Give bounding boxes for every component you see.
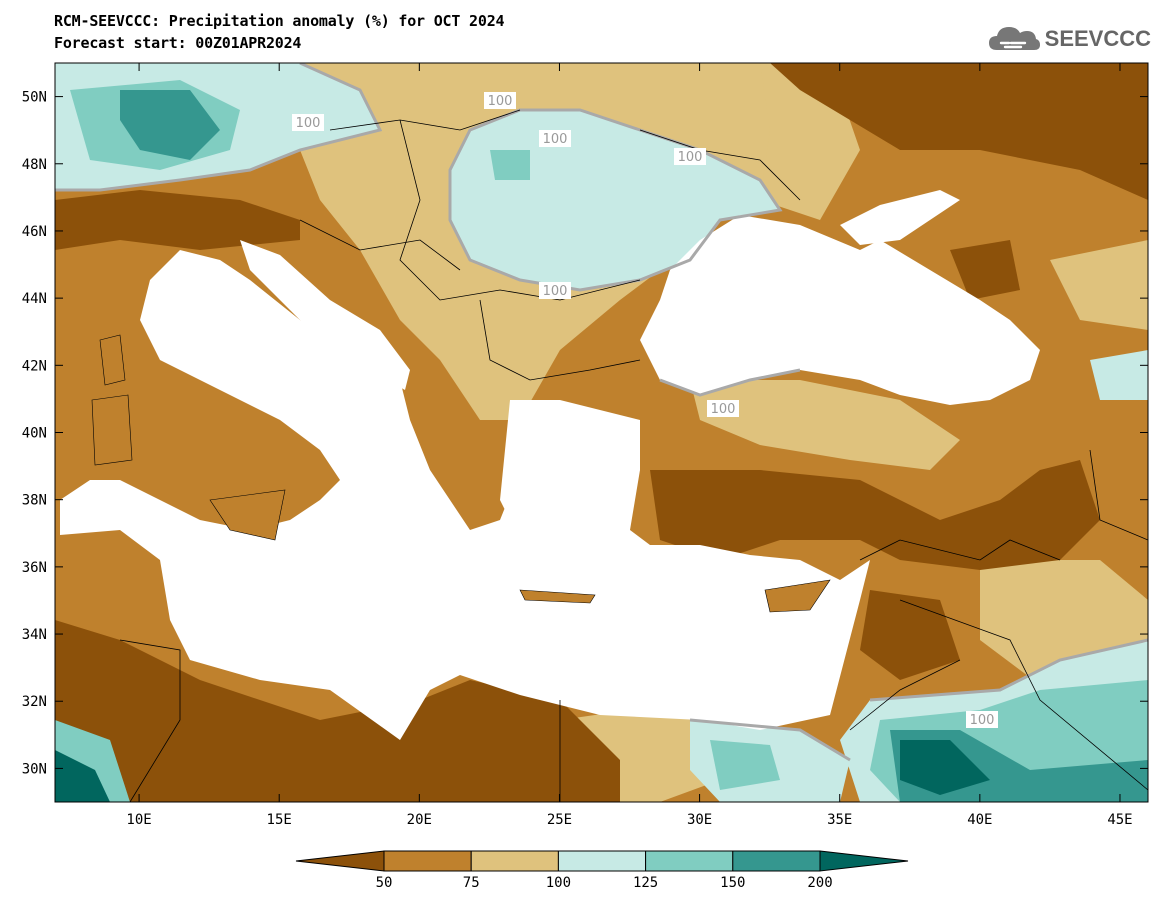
corsica-island bbox=[99, 334, 126, 386]
anomaly-region-anatolia-dry bbox=[650, 460, 1100, 570]
contour-label-bg bbox=[539, 282, 571, 299]
lon-tick-label: 45E bbox=[1107, 812, 1132, 828]
map-field bbox=[55, 63, 1148, 802]
lon-tick-label: 20E bbox=[407, 812, 432, 828]
crete-island bbox=[519, 589, 596, 604]
anomaly-region-germany-darkteal bbox=[120, 90, 220, 160]
crimea-azov bbox=[840, 190, 960, 245]
legend-swatch bbox=[557, 850, 647, 872]
lat-tick-label: 32N bbox=[22, 694, 47, 710]
legend-swatch bbox=[383, 850, 472, 872]
lon-tick-label: 35E bbox=[827, 812, 852, 828]
lon-tick-label: 40E bbox=[967, 812, 992, 828]
lat-tick-label: 34N bbox=[22, 627, 47, 643]
forecast-start-label: Forecast start: 00Z01APR2024 bbox=[54, 34, 302, 52]
contour-label: 100 bbox=[970, 713, 995, 728]
contour-label-bg bbox=[674, 148, 706, 165]
lon-tick-label: 15E bbox=[267, 812, 292, 828]
contour-label: 100 bbox=[711, 402, 736, 417]
mediterranean-sea bbox=[60, 250, 870, 740]
legend-swatch bbox=[295, 850, 385, 872]
logo-text: SEEVCCC bbox=[1044, 26, 1151, 51]
anomaly-region-caspian-wet bbox=[1090, 350, 1148, 400]
contour-label: 100 bbox=[488, 94, 513, 109]
contour-label: 100 bbox=[543, 284, 568, 299]
black-sea bbox=[640, 215, 1040, 405]
aegean-sea bbox=[500, 400, 640, 560]
anomaly-region-alps-dry bbox=[55, 190, 300, 250]
contour-lines bbox=[55, 63, 1148, 762]
cyprus-island bbox=[764, 579, 831, 613]
lat-tick-label: 40N bbox=[22, 426, 47, 442]
lon-tick-label: 10E bbox=[126, 812, 151, 828]
contour-labels: 100 100 100 100 100 100 100 bbox=[292, 92, 998, 728]
lon-tick-label: 30E bbox=[687, 812, 712, 828]
lat-tick-label: 30N bbox=[22, 761, 47, 777]
adriatic-sea bbox=[240, 240, 410, 390]
islands bbox=[91, 334, 831, 613]
contour-label-bg bbox=[484, 92, 516, 109]
contour-label: 100 bbox=[543, 132, 568, 147]
legend-tick-label: 125 bbox=[633, 875, 658, 891]
map-axes: 10E 15E 20E 25E 30E 35E 40E 45E 50N 48N 46N 44N 42N 4… bbox=[22, 63, 1148, 828]
country-borders bbox=[119, 109, 1148, 802]
lat-tick-label: 48N bbox=[22, 157, 47, 173]
lat-tick-label: 42N bbox=[22, 358, 47, 374]
lat-tick-label: 44N bbox=[22, 291, 47, 307]
contour-label-bg bbox=[707, 400, 739, 417]
cloud-logo-icon bbox=[988, 27, 1040, 50]
legend-swatch bbox=[732, 850, 821, 872]
legend-tick-label: 150 bbox=[720, 875, 745, 891]
anomaly-region-sahara-darkteal bbox=[55, 750, 110, 802]
anomaly-region-north-africa-dry bbox=[55, 620, 620, 802]
legend-tick-label: 100 bbox=[546, 875, 571, 891]
contour-label-bg bbox=[966, 711, 998, 728]
contour-label: 100 bbox=[678, 150, 703, 165]
sicily-island bbox=[209, 489, 286, 541]
legend-swatch bbox=[470, 850, 559, 872]
lat-tick-label: 46N bbox=[22, 224, 47, 240]
sardinia-island bbox=[91, 394, 133, 466]
lon-tick-label: 25E bbox=[547, 812, 572, 828]
legend-tick-label: 50 bbox=[376, 875, 393, 891]
legend-colorbar: 50 75 100 125 150 200 bbox=[295, 850, 909, 891]
anomaly-region-egypt-teal bbox=[710, 740, 780, 790]
anomaly-region-caucasus-dry bbox=[950, 240, 1020, 300]
contour-label: 100 bbox=[296, 116, 321, 131]
anomaly-region-russia-dry bbox=[770, 63, 1148, 200]
legend-tick-label: 75 bbox=[463, 875, 480, 891]
anomaly-region-caucasus-tan bbox=[1050, 240, 1148, 330]
contour-label-bg bbox=[539, 130, 571, 147]
map-title: RCM-SEEVCCC: Precipitation anomaly (%) f… bbox=[54, 12, 505, 30]
lat-tick-label: 36N bbox=[22, 560, 47, 576]
lat-tick-label: 50N bbox=[22, 90, 47, 106]
legend-swatch bbox=[819, 850, 909, 872]
legend-swatch bbox=[645, 850, 734, 872]
seevccc-logo: SEEVCCC bbox=[987, 22, 1151, 56]
anomaly-region-anatolia-tan bbox=[690, 380, 960, 470]
contour-label-bg bbox=[292, 114, 324, 131]
anomaly-region-levant-deepteal bbox=[900, 740, 990, 795]
anomaly-region-carpathian-teal bbox=[490, 150, 530, 180]
lat-tick-label: 38N bbox=[22, 493, 47, 509]
legend-tick-label: 200 bbox=[807, 875, 832, 891]
